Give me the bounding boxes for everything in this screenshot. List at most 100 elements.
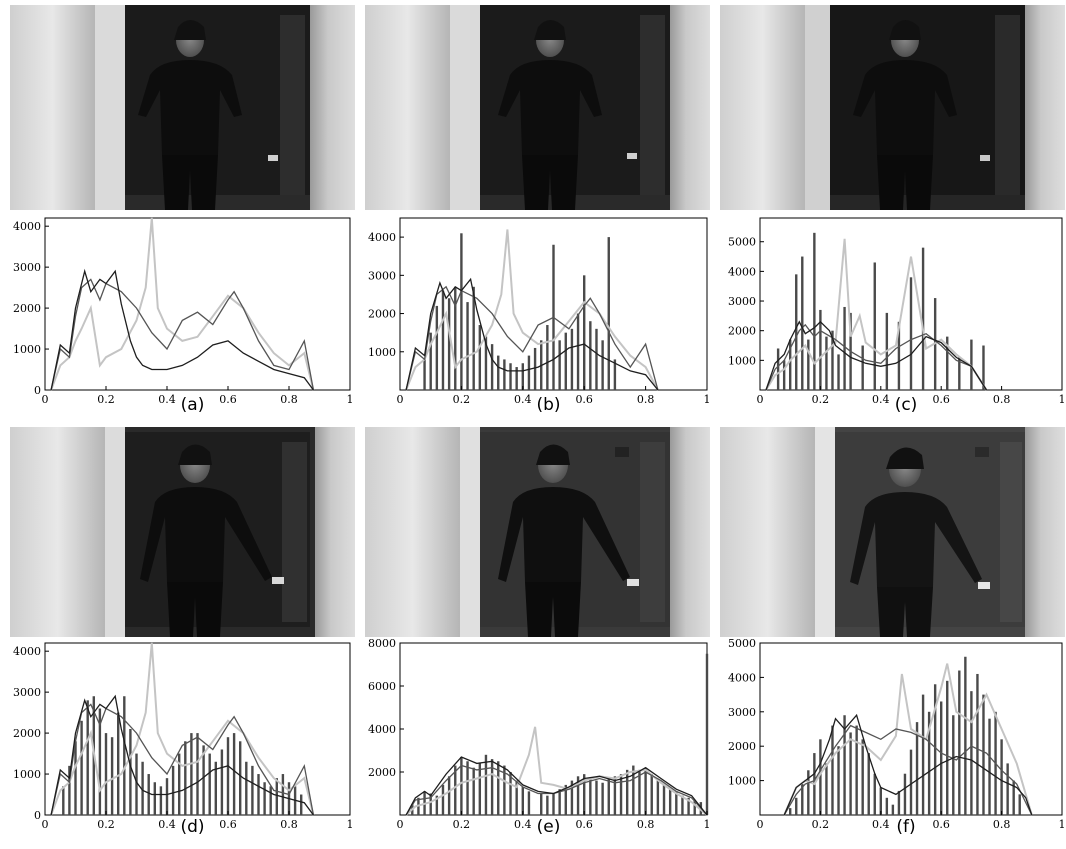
histogram-bar xyxy=(147,774,150,815)
series-line-3 xyxy=(50,642,315,816)
histogram-bar xyxy=(570,780,574,815)
histogram-bar xyxy=(497,761,500,815)
histogram-bar xyxy=(873,262,876,390)
histogram-bar xyxy=(897,790,901,815)
histogram-bar xyxy=(104,733,108,815)
series-line-3 xyxy=(765,238,988,391)
x-tick-label: 0.2 xyxy=(453,818,471,831)
histogram-bar xyxy=(484,336,488,390)
histogram-panel-5: 0 0.2 0.4 0.6 0.8 1 2000 4000 6000 8000 (e) xyxy=(368,637,711,837)
histogram-bar xyxy=(202,745,205,815)
x-tick-label: 0.4 xyxy=(158,818,176,831)
histogram-bar xyxy=(178,753,181,815)
histogram-bar xyxy=(807,339,810,390)
x-tick-label: 0 xyxy=(757,818,764,831)
histogram-bar xyxy=(564,332,567,390)
histogram-bar xyxy=(583,774,586,815)
histogram-bar xyxy=(576,776,580,815)
histogram-bar xyxy=(687,797,690,815)
x-tick-label: 0.2 xyxy=(97,393,115,406)
histogram-bar xyxy=(662,784,666,815)
histogram-bar xyxy=(776,348,780,390)
histogram-bar xyxy=(123,696,126,815)
histogram-bar xyxy=(478,325,482,390)
histogram-bar xyxy=(546,795,549,815)
histogram-bar xyxy=(503,765,506,815)
histogram-bar xyxy=(245,761,248,815)
y-tick-label: 3000 xyxy=(728,295,756,308)
histogram-panel-1: 0 0.2 0.4 0.6 0.8 1 0 1000 2000 3000 4000 (a) xyxy=(13,217,354,415)
x-tick-label: 0.8 xyxy=(993,818,1011,831)
histogram-bar xyxy=(813,232,816,390)
histogram-bar xyxy=(454,286,457,390)
histogram-bar xyxy=(429,332,432,390)
histogram-bar xyxy=(613,776,617,815)
x-tick-label: 0.4 xyxy=(514,393,532,406)
bar-group xyxy=(411,653,709,815)
histogram-bar xyxy=(196,733,199,815)
x-tick-label: 0.6 xyxy=(932,818,950,831)
histogram-bar xyxy=(595,328,598,390)
y-tick-label: 1000 xyxy=(13,343,41,356)
y-tick-label: 3000 xyxy=(13,686,41,699)
x-tick-label: 1 xyxy=(1059,393,1066,406)
histogram-bar xyxy=(576,313,580,390)
histogram-bar xyxy=(484,754,488,815)
histogram-bar xyxy=(472,767,475,815)
histogram-bar xyxy=(982,694,985,815)
histogram-panel-4: 0 0.2 0.4 0.6 0.8 1 0 1000 2000 3000 4000 (d) xyxy=(13,642,354,837)
histogram-bar xyxy=(589,778,592,815)
x-tick-label: 0.4 xyxy=(872,393,890,406)
histogram-bar xyxy=(509,772,512,815)
histogram-bar xyxy=(171,765,175,815)
histogram-bar xyxy=(184,741,187,815)
histogram-bar xyxy=(466,761,469,815)
person-figure xyxy=(850,447,990,637)
histogram-bar xyxy=(490,344,494,390)
histogram-bar xyxy=(558,789,561,815)
y-tick-label: 5000 xyxy=(728,236,756,249)
histogram-bar xyxy=(251,765,254,815)
y-tick-label: 0 xyxy=(34,809,41,822)
panel-label: (d) xyxy=(180,817,204,837)
histogram-bar xyxy=(141,761,144,815)
x-tick-label: 0.8 xyxy=(280,393,298,406)
histogram-bar xyxy=(466,302,469,390)
histogram-bar xyxy=(552,793,555,815)
x-tick-label: 0.8 xyxy=(637,818,655,831)
y-tick-label: 1000 xyxy=(368,346,396,359)
histogram-bar xyxy=(546,325,549,390)
y-tick-label: 5000 xyxy=(728,637,756,650)
histogram-bar xyxy=(982,345,985,390)
series-line-2 xyxy=(783,724,1033,816)
histogram-bar xyxy=(1012,780,1015,815)
histogram-bar xyxy=(589,321,592,390)
histogram-bar xyxy=(831,330,834,390)
histogram-bar xyxy=(795,274,798,390)
histogram-bar xyxy=(68,765,71,815)
x-tick-label: 1 xyxy=(347,818,354,831)
histogram-bar xyxy=(570,328,574,390)
histogram-bar xyxy=(837,354,840,390)
x-tick-label: 0.6 xyxy=(219,393,237,406)
histogram-bar xyxy=(447,776,451,815)
x-tick-label: 1 xyxy=(704,818,711,831)
histogram-bar xyxy=(705,653,709,815)
histogram-bar xyxy=(970,691,973,815)
histogram-bar xyxy=(435,795,439,815)
histogram-bar xyxy=(595,780,598,815)
y-tick-label: 2000 xyxy=(728,325,756,338)
histogram-bar xyxy=(693,799,696,815)
histogram-bar xyxy=(503,359,506,390)
histogram-bar xyxy=(964,656,967,815)
panel-label: (a) xyxy=(181,395,205,415)
x-tick-label: 0.4 xyxy=(872,818,890,831)
histogram-bar xyxy=(521,363,524,390)
panel-label: (c) xyxy=(895,395,918,415)
histogram-bar xyxy=(909,749,913,815)
histogram-bar xyxy=(807,770,810,815)
histogram-bar xyxy=(509,363,512,390)
series-line-3 xyxy=(783,663,1033,816)
histogram-bar xyxy=(970,339,973,390)
